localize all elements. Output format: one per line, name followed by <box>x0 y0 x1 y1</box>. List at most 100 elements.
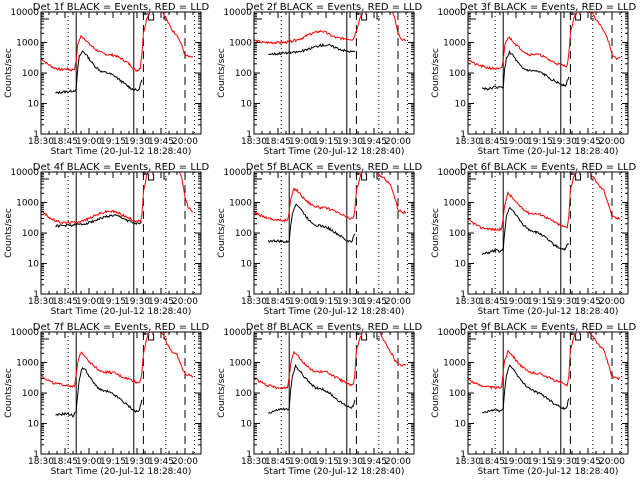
y-tick-label: 100 <box>449 389 466 399</box>
detector-panel: Det 6f BLACK = Events, RED = LLD 1 10 100 10… <box>431 162 636 317</box>
lld-series-line <box>468 172 621 232</box>
y-tick-label: 10000 <box>223 328 252 338</box>
x-tick-label: 19:30 <box>337 457 363 467</box>
y-tick-label: 1 <box>460 130 466 140</box>
panel-title: Det 5f BLACK = Events, RED = LLD <box>246 162 423 173</box>
y-axis-label: Counts/sec <box>217 48 227 98</box>
x-tick-label: 19:15 <box>100 137 126 147</box>
lld-series-line <box>468 12 621 71</box>
panel-title: Det 7f BLACK = Events, RED = LLD <box>33 322 210 333</box>
x-tick-label: 19:00 <box>503 457 529 467</box>
x-tick-label: 19:45 <box>575 137 601 147</box>
x-tick-label: 19:15 <box>313 457 339 467</box>
y-tick-label: 1 <box>33 290 39 300</box>
x-tick-label: 19:45 <box>575 457 601 467</box>
detector-panel: Det 8f BLACK = Events, RED = LLD 1 10 100 10… <box>217 322 422 477</box>
x-axis-label: Start Time (20-Jul-12 18:28:40) <box>478 467 619 477</box>
y-tick-label: 10000 <box>437 168 466 178</box>
x-tick-label: 20:00 <box>172 297 198 307</box>
x-axis-label: Start Time (20-Jul-12 18:28:40) <box>478 147 619 157</box>
x-tick-label: 20:00 <box>385 137 411 147</box>
y-tick-label: 1000 <box>229 359 252 369</box>
events-series-line <box>55 366 143 418</box>
y-tick-label: 1000 <box>443 359 466 369</box>
detector-panel: Det 1f BLACK = Events, RED = LLD 1 10 100 10… <box>4 2 209 157</box>
x-tick-label: 19:30 <box>337 137 363 147</box>
y-tick-label: 1 <box>33 450 39 460</box>
x-tick-label: 18:30 <box>241 457 267 467</box>
x-tick-label: 19:00 <box>289 457 315 467</box>
x-tick-label: 19:30 <box>124 137 150 147</box>
y-tick-label: 100 <box>22 389 39 399</box>
x-tick-label: 19:00 <box>76 457 102 467</box>
x-tick-label: 18:30 <box>455 137 481 147</box>
y-tick-label: 100 <box>22 229 39 239</box>
x-tick-label: 18:30 <box>241 137 267 147</box>
y-tick-label: 1000 <box>229 39 252 49</box>
interval-bracket <box>569 173 582 181</box>
x-tick-label: 19:15 <box>100 297 126 307</box>
x-tick-label: 20:00 <box>599 457 625 467</box>
y-tick-label: 1000 <box>16 359 39 369</box>
interval-bracket <box>163 171 169 180</box>
x-tick-label: 20:00 <box>599 137 625 147</box>
x-tick-label: 18:45 <box>52 297 78 307</box>
y-tick-label: 1 <box>246 450 252 460</box>
y-axis-label: Counts/sec <box>217 208 227 258</box>
detector-panel: Det 7f BLACK = Events, RED = LLD 1 10 100 10… <box>4 322 209 477</box>
x-tick-label: 19:00 <box>503 297 529 307</box>
interval-bracket <box>355 333 368 341</box>
x-tick-label: 19:30 <box>124 457 150 467</box>
interval-bracket <box>355 173 368 181</box>
x-tick-label: 19:00 <box>503 137 529 147</box>
y-axis-label: Counts/sec <box>431 48 441 98</box>
x-tick-label: 20:00 <box>172 137 198 147</box>
x-tick-label: 18:30 <box>28 137 54 147</box>
y-tick-label: 10000 <box>10 328 39 338</box>
panel-title: Det 2f BLACK = Events, RED = LLD <box>246 2 423 13</box>
interval-bracket <box>569 333 582 341</box>
x-tick-label: 19:30 <box>551 137 577 147</box>
y-tick-label: 100 <box>22 69 39 79</box>
x-tick-label: 18:30 <box>28 297 54 307</box>
plot-frame <box>40 171 202 295</box>
y-tick-label: 1000 <box>16 199 39 209</box>
y-tick-label: 100 <box>235 229 252 239</box>
lld-series-line <box>41 12 194 73</box>
lld-series-line <box>41 332 194 389</box>
panel-title: Det 9f BLACK = Events, RED = LLD <box>460 322 637 333</box>
x-tick-label: 18:30 <box>28 457 54 467</box>
x-axis-label: Start Time (20-Jul-12 18:28:40) <box>51 307 192 317</box>
plot-frame <box>253 11 415 135</box>
y-axis-label: Counts/sec <box>431 208 441 258</box>
x-axis-label: Start Time (20-Jul-12 18:28:40) <box>51 467 192 477</box>
x-tick-label: 19:15 <box>100 457 126 467</box>
y-tick-label: 10000 <box>437 8 466 18</box>
x-tick-label: 19:00 <box>76 137 102 147</box>
x-axis-label: Start Time (20-Jul-12 18:28:40) <box>478 307 619 317</box>
detector-panel: Det 3f BLACK = Events, RED = LLD 1 10 100 10… <box>431 2 636 157</box>
x-tick-label: 18:30 <box>455 297 481 307</box>
events-series-line <box>55 214 142 228</box>
y-tick-label: 10000 <box>223 8 252 18</box>
y-tick-label: 10 <box>28 100 40 110</box>
x-tick-label: 19:30 <box>337 297 363 307</box>
x-tick-label: 18:45 <box>479 457 505 467</box>
y-tick-label: 100 <box>235 69 252 79</box>
y-axis-label: Counts/sec <box>4 48 14 98</box>
x-tick-label: 18:45 <box>52 457 78 467</box>
y-tick-label: 1000 <box>229 199 252 209</box>
y-tick-label: 10 <box>241 420 253 430</box>
x-tick-label: 20:00 <box>599 297 625 307</box>
plot-frame <box>467 11 629 135</box>
interval-bracket <box>355 13 368 21</box>
detector-panel: Det 5f BLACK = Events, RED = LLD 1 10 100 10… <box>217 162 422 317</box>
panel-title: Det 8f BLACK = Events, RED = LLD <box>246 322 423 333</box>
x-tick-label: 19:15 <box>527 297 553 307</box>
x-tick-label: 18:45 <box>52 137 78 147</box>
x-tick-label: 19:00 <box>76 297 102 307</box>
x-tick-label: 18:30 <box>455 457 481 467</box>
y-tick-label: 1000 <box>443 199 466 209</box>
y-tick-label: 1 <box>246 130 252 140</box>
